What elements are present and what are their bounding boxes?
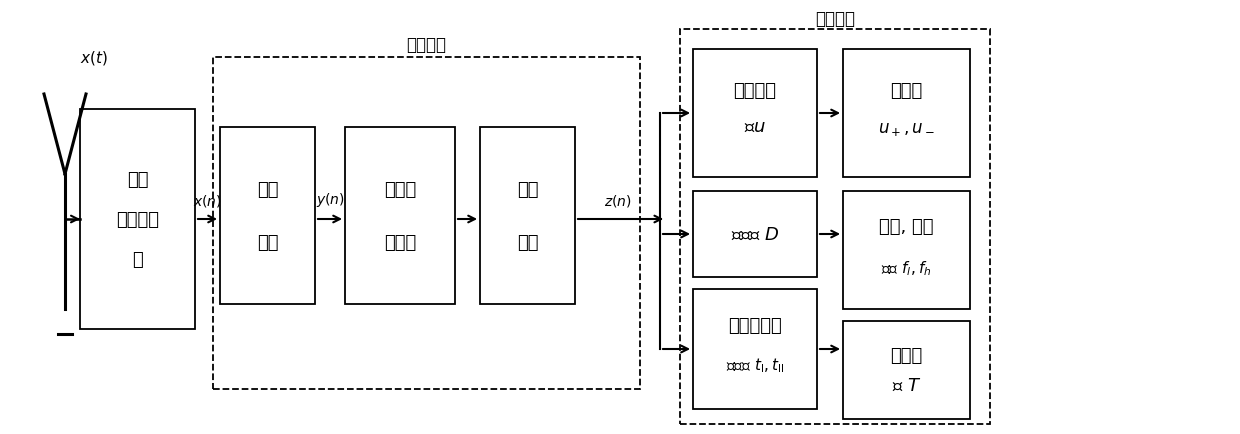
Text: 包络斜率: 包络斜率 <box>734 82 776 100</box>
Bar <box>693 50 817 178</box>
Text: 特变化: 特变化 <box>384 233 417 251</box>
Text: 调频率: 调频率 <box>890 82 923 100</box>
Text: 参数估计: 参数估计 <box>815 10 856 28</box>
Bar <box>843 321 970 419</box>
Bar <box>843 191 970 309</box>
Text: 数据集 $D$: 数据集 $D$ <box>730 226 779 243</box>
Text: 接收、采: 接收、采 <box>117 210 159 228</box>
Text: 差分: 差分 <box>257 233 278 251</box>
Text: 样: 样 <box>133 250 143 268</box>
Bar <box>219 128 315 304</box>
Text: 斜率正负变: 斜率正负变 <box>728 316 782 334</box>
Text: $x(n)$: $x(n)$ <box>193 193 222 209</box>
Bar <box>680 30 990 424</box>
Text: 频率 $f_l,f_h$: 频率 $f_l,f_h$ <box>882 259 931 277</box>
Text: 希尔伯: 希尔伯 <box>384 181 417 198</box>
Text: $u_+,u_-$: $u_+,u_-$ <box>878 120 935 138</box>
Bar <box>480 128 575 304</box>
Text: 最低, 最高: 最低, 最高 <box>879 218 934 236</box>
Bar <box>81 110 195 329</box>
Text: 调频周: 调频周 <box>890 346 923 365</box>
Bar <box>693 289 817 409</box>
Text: 期 $T$: 期 $T$ <box>892 376 921 394</box>
Text: 集$u$: 集$u$ <box>744 118 766 135</box>
Text: 特征提取: 特征提取 <box>407 36 446 54</box>
Text: $x(t)$: $x(t)$ <box>81 49 108 67</box>
Text: 序列: 序列 <box>257 181 278 198</box>
Bar <box>693 191 817 277</box>
Text: 信号: 信号 <box>126 171 149 189</box>
Bar <box>213 58 640 389</box>
Text: 滤波: 滤波 <box>517 233 538 251</box>
Text: $z(n)$: $z(n)$ <box>604 193 631 209</box>
Text: 低通: 低通 <box>517 181 538 198</box>
Bar <box>843 50 970 178</box>
Bar <box>345 128 455 304</box>
Text: $y(n)$: $y(n)$ <box>315 191 345 209</box>
Text: 化时刻 $t_{\rm I},t_{\rm II}$: 化时刻 $t_{\rm I},t_{\rm II}$ <box>725 355 785 374</box>
